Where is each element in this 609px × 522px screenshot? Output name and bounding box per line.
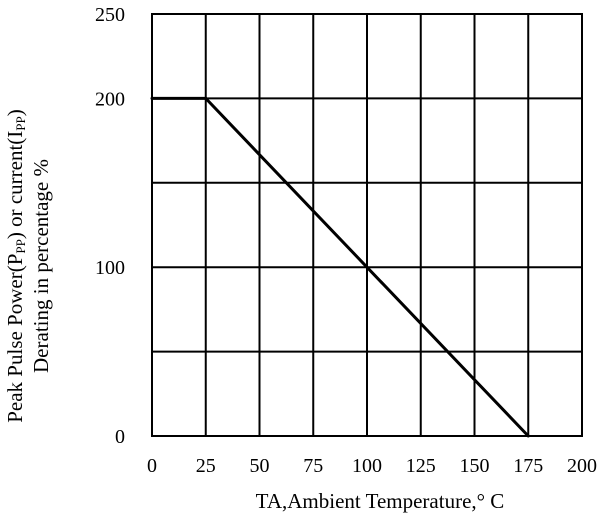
data-point [150,96,154,100]
y-axis-label-line1: Peak Pulse Power(PPP) or current(IPP) [3,109,28,423]
data-point [526,434,530,438]
y-axis-label-part3: ) [3,109,27,116]
y-tick-label: 100 [95,257,125,279]
x-tick-label: 100 [352,455,382,477]
y-axis-label-part2: ) or current(I [3,131,27,239]
y-axis-label-part1: Peak Pulse Power(P [3,254,27,423]
x-tick-label: 0 [147,455,157,477]
data-point [204,96,208,100]
plot-frame [151,13,583,437]
y-tick-label: 0 [115,426,125,448]
y-axis-label-sub2: PP [13,116,28,130]
x-tick-label: 50 [250,455,270,477]
y-axis-label: Peak Pulse Power(PPP) or current(IPP) De… [3,109,53,423]
y-axis-label-line2: Derating in percentage % [29,159,53,373]
y-axis-tick-labels: 0 100 200 250 [95,4,125,448]
chart-grid [151,13,583,437]
x-tick-label: 150 [460,455,490,477]
x-tick-label: 200 [567,455,597,477]
x-tick-label: 25 [196,455,216,477]
x-axis-label: TA,Ambient Temperature,° C [256,489,505,513]
x-tick-label: 175 [513,455,543,477]
y-axis-label-sub1: PP [13,239,28,253]
y-tick-label: 200 [95,88,125,110]
x-tick-label: 75 [303,455,323,477]
data-points [150,96,530,438]
x-axis-tick-labels: 0 25 50 75 100 125 150 175 200 [147,455,597,477]
y-tick-label: 250 [95,4,125,26]
x-tick-label: 125 [406,455,436,477]
